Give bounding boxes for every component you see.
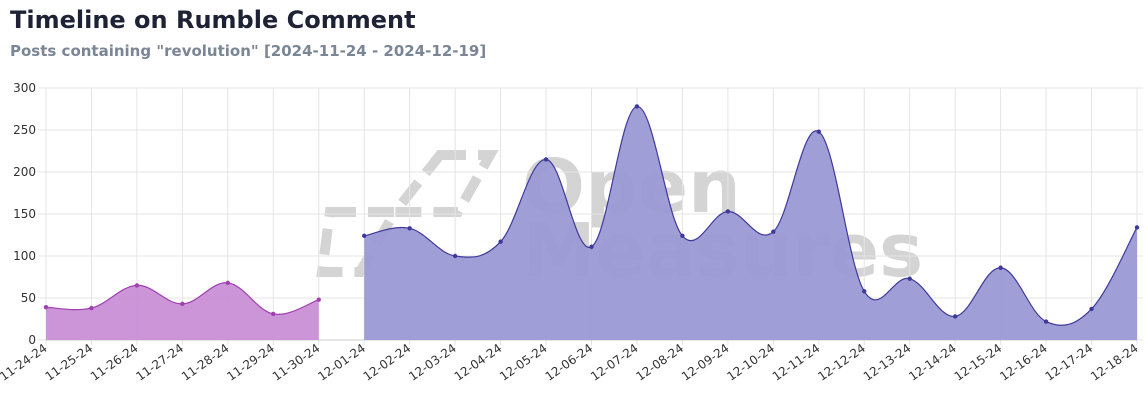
x-tick-label: 11-25-24 — [43, 341, 96, 384]
x-tick-label: 11-27-24 — [133, 341, 186, 384]
series-0-point — [43, 305, 49, 310]
series-1-point — [362, 233, 367, 239]
x-tick-label: 12-12-24 — [815, 341, 868, 384]
y-tick-label: 300 — [13, 81, 36, 95]
x-axis: 11-24-2411-25-2411-26-2411-27-2411-28-24… — [0, 341, 1141, 384]
series-0-area — [46, 282, 319, 340]
series-1-point — [589, 244, 594, 249]
y-tick-label: 0 — [28, 333, 36, 347]
x-tick-label: 12-05-24 — [497, 341, 550, 384]
series-0-point — [225, 280, 231, 286]
series-1-point — [771, 229, 776, 234]
x-tick-label: 12-08-24 — [633, 341, 686, 384]
x-tick-label: 11-26-24 — [88, 341, 141, 384]
x-tick-label: 12-11-24 — [770, 341, 823, 384]
x-tick-label: 12-02-24 — [361, 341, 414, 384]
series-1-point — [543, 157, 549, 162]
x-tick-label: 12-18-24 — [1088, 341, 1141, 384]
y-axis: 0 50 100 150 200 250 300 — [13, 81, 36, 347]
x-tick-label: 12-10-24 — [724, 341, 777, 384]
x-tick-label: 12-03-24 — [406, 341, 459, 384]
series-0-point — [316, 297, 321, 302]
series-1-point — [452, 253, 458, 259]
series-1-point — [634, 104, 640, 109]
series-1-point — [1043, 319, 1049, 324]
series-1-point — [816, 129, 821, 134]
x-tick-label: 12-17-24 — [1043, 341, 1096, 384]
series-1-point — [725, 209, 731, 214]
y-tick-label: 150 — [13, 207, 36, 221]
x-tick-label: 11-24-24 — [0, 341, 50, 384]
x-tick-label: 12-13-24 — [861, 341, 914, 384]
y-tick-label: 100 — [13, 249, 36, 263]
x-tick-label: 12-09-24 — [679, 341, 732, 384]
series-0-point — [89, 305, 94, 311]
series-1-point — [498, 239, 503, 244]
y-tick-label: 250 — [13, 123, 36, 137]
series-1-area — [364, 106, 1137, 341]
x-tick-label: 12-01-24 — [315, 341, 368, 384]
x-tick-label: 11-28-24 — [179, 341, 232, 384]
series-1-point — [680, 233, 685, 239]
x-tick-label: 12-15-24 — [952, 341, 1005, 384]
x-tick-label: 12-04-24 — [452, 341, 505, 384]
x-tick-label: 12-14-24 — [906, 341, 959, 384]
chart-subtitle: Posts containing "revolution" [2024-11-2… — [10, 42, 487, 60]
series-1-point — [1089, 306, 1094, 312]
x-tick-label: 12-16-24 — [997, 341, 1050, 384]
series-1-point — [1134, 225, 1140, 230]
series-0-point — [134, 283, 140, 288]
x-tick-label: 12-07-24 — [588, 341, 641, 384]
series-1-point — [862, 289, 867, 294]
chart-title: Timeline on Rumble Comment — [10, 6, 416, 34]
x-tick-label: 11-30-24 — [270, 341, 323, 384]
x-tick-label: 11-29-24 — [224, 341, 277, 384]
series-1-point — [998, 265, 1003, 270]
series-0-point — [180, 301, 185, 307]
series-1-point — [907, 276, 912, 281]
series-1-point — [952, 314, 958, 319]
series-0-point — [271, 311, 276, 317]
series-1-point — [407, 226, 412, 231]
y-tick-label: 50 — [21, 291, 36, 305]
series-points — [43, 104, 1140, 324]
x-tick-label: 12-06-24 — [543, 341, 596, 384]
y-tick-label: 200 — [13, 165, 36, 179]
